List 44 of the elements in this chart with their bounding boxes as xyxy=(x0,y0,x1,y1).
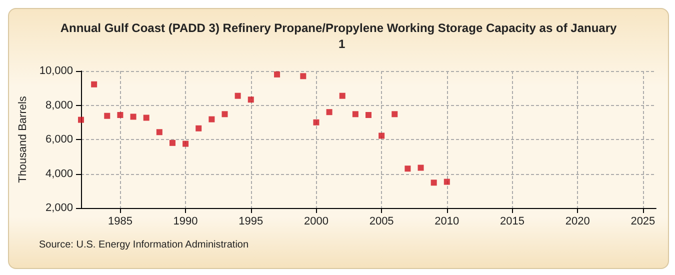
x-tick-label: 2015 xyxy=(500,216,524,228)
x-tick-label: 2005 xyxy=(369,216,394,228)
x-tick-label: 2020 xyxy=(565,216,590,228)
point xyxy=(366,112,372,118)
point xyxy=(300,73,306,80)
point xyxy=(444,178,450,185)
point xyxy=(339,92,346,99)
y-tick-label: 8,000 xyxy=(45,99,73,112)
source-note: Source: U.S. Energy Information Administration xyxy=(39,240,249,250)
point xyxy=(392,111,398,118)
x-tick-label: 2000 xyxy=(304,216,328,228)
point xyxy=(430,180,437,186)
x-tick-label: 2010 xyxy=(434,216,460,228)
chart-title: Annual Gulf Coast (PADD 3) Refinery Propane/Propylene Working Storage Capacity as of January 1 xyxy=(60,21,617,51)
point xyxy=(352,111,358,118)
y-tick-label: 4,000 xyxy=(45,168,73,180)
point xyxy=(208,116,215,122)
point xyxy=(418,164,424,171)
x-tick-label: 2025 xyxy=(630,216,656,228)
point xyxy=(234,92,241,99)
y-axis-title: Thousand Barrels xyxy=(16,96,29,183)
point xyxy=(182,140,189,147)
y-tick-label: 2,000 xyxy=(45,202,73,214)
point xyxy=(274,71,280,78)
point xyxy=(313,119,320,126)
point xyxy=(143,114,150,121)
y-tick-label: 6,000 xyxy=(45,134,73,146)
point xyxy=(91,81,98,88)
x-tick-label: 1985 xyxy=(108,216,132,228)
point xyxy=(117,112,124,118)
point xyxy=(222,111,228,118)
point xyxy=(130,114,136,120)
point xyxy=(104,112,110,119)
point xyxy=(378,132,385,139)
point xyxy=(78,116,84,123)
point xyxy=(248,96,254,103)
x-tick-label: 1990 xyxy=(173,216,198,228)
x-tick-label: 1995 xyxy=(238,216,264,228)
y-tick-label: 10,000 xyxy=(39,65,73,77)
point xyxy=(326,109,332,116)
point xyxy=(156,129,162,136)
point xyxy=(404,166,411,172)
point xyxy=(196,125,202,132)
point xyxy=(169,140,176,146)
